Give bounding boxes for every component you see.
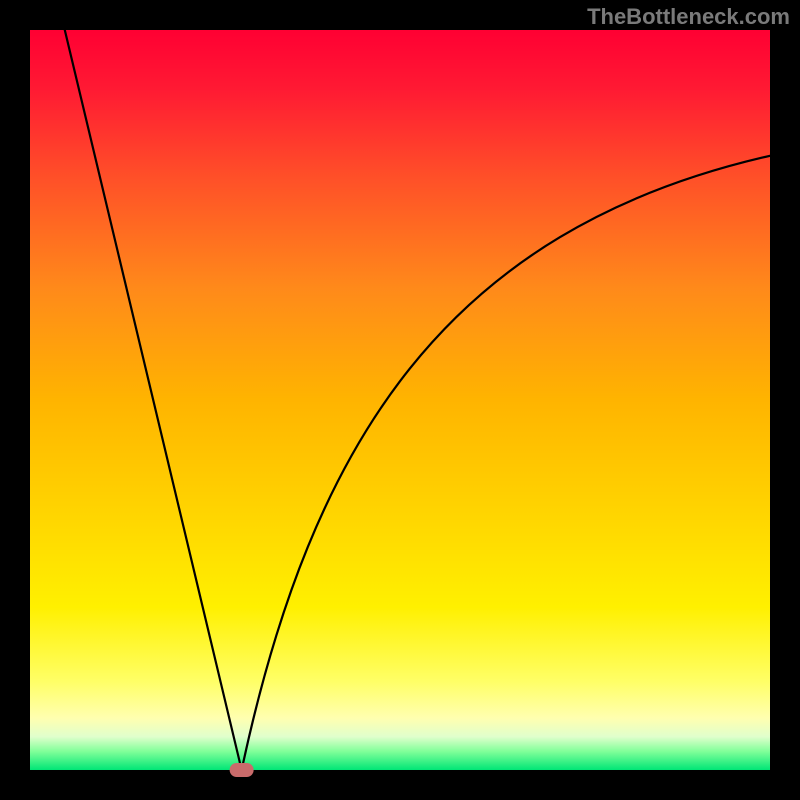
bottleneck-chart [0, 0, 800, 800]
chart-container: TheBottleneck.com [0, 0, 800, 800]
plot-area [30, 30, 770, 770]
watermark-text: TheBottleneck.com [587, 4, 790, 30]
valley-marker [230, 763, 254, 777]
